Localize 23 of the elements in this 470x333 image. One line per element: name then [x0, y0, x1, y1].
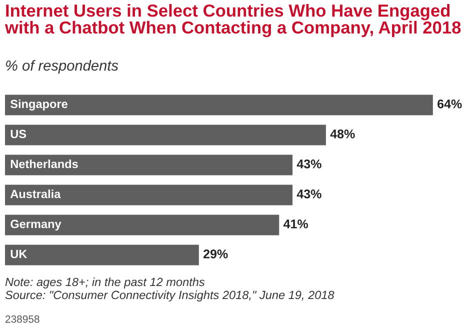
text: 238958 — [6, 315, 40, 323]
y-tick-label: UK — [10, 250, 28, 258]
bar — [5, 124, 326, 146]
bar — [5, 184, 292, 206]
bar — [5, 214, 280, 236]
bar — [5, 244, 199, 266]
y-tick-label: US — [10, 130, 26, 138]
data-label: 43% — [296, 190, 322, 198]
data-label: 41% — [283, 220, 308, 228]
source-note: Source: "Consumer Connectivity Insights 2018," June 19, 2018 — [5, 290, 334, 302]
y-tick-label: Australia — [10, 190, 61, 198]
data-label: 64% — [438, 100, 462, 108]
bar — [5, 94, 433, 116]
y-tick-label: Netherlands — [10, 160, 78, 168]
chart-subtitle: % of respondents — [6, 60, 118, 74]
data-label: 48% — [330, 130, 355, 138]
text: Note: ages 18+; in the past 12 months — [5, 277, 205, 289]
y-tick-label: Singapore — [10, 99, 68, 111]
data-label: 43% — [296, 160, 322, 168]
chart-title: Internet Users in Select Countries Who Have Engaged with a Chatbot When Contacting a Company, April 2018 — [4, 4, 461, 38]
data-label: 29% — [203, 250, 228, 258]
bar — [5, 154, 292, 176]
y-tick-label: Germany — [10, 220, 62, 230]
